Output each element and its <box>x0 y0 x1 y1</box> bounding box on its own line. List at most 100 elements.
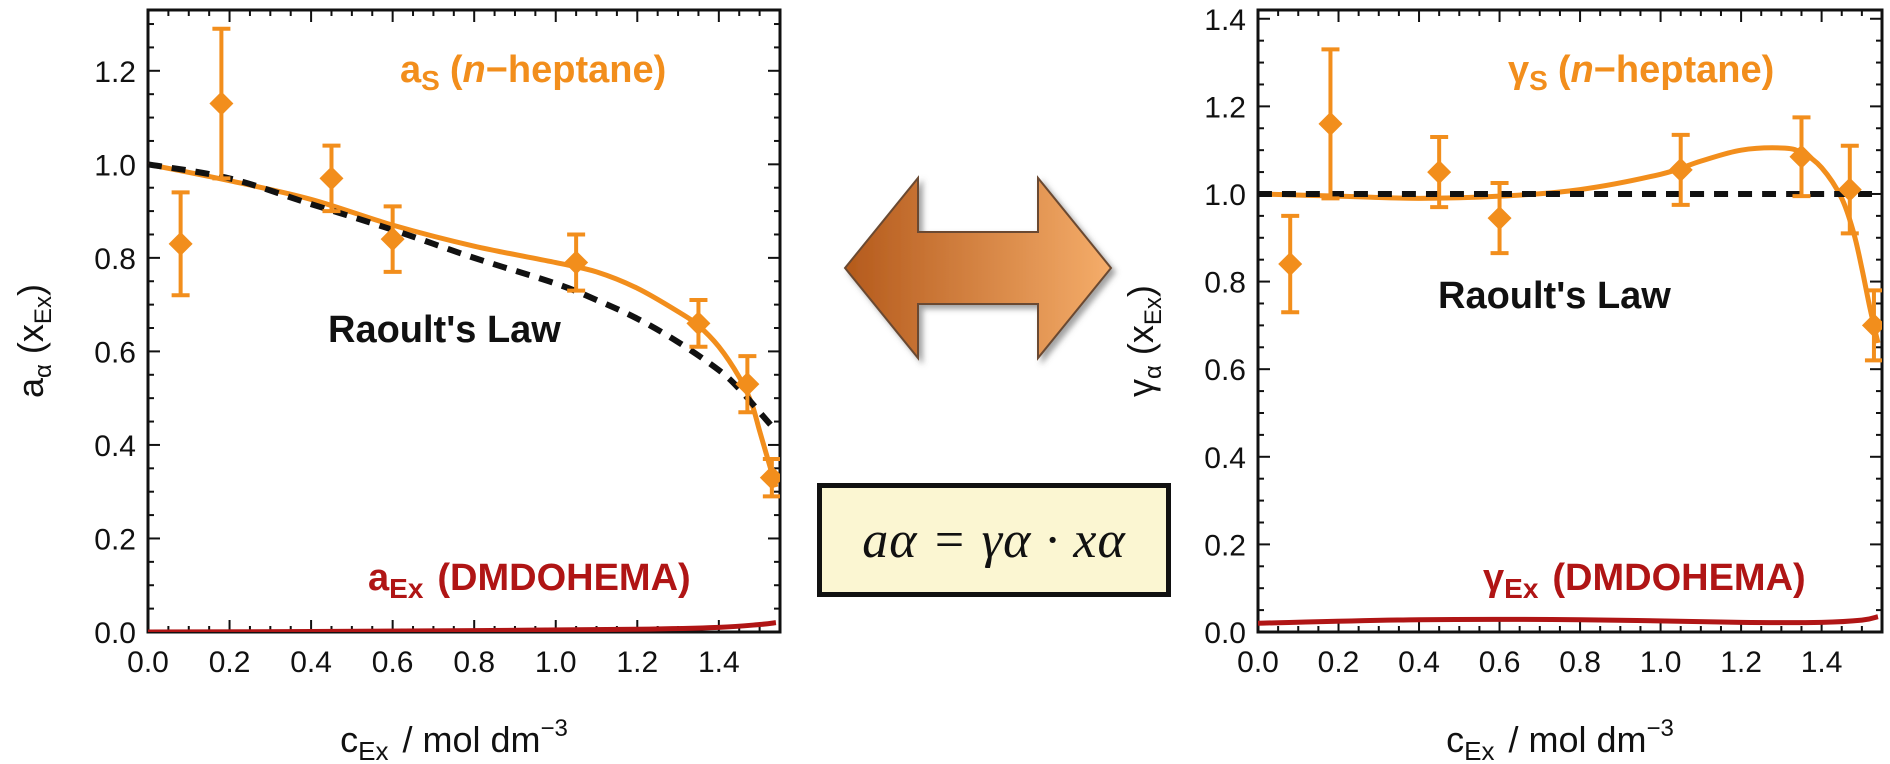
x-tick-label: 0.4 <box>290 646 332 679</box>
data-point-diamond <box>1668 157 1693 182</box>
y-axis-title-main: γ <box>1120 379 1161 397</box>
y-tick-label: 1.0 <box>94 149 136 182</box>
y-tick-label: 0.4 <box>94 430 136 463</box>
y-tick-label: 0.4 <box>1204 442 1246 475</box>
data-point-diamond <box>380 227 405 252</box>
data-point-diamond <box>1487 206 1512 231</box>
y-axis-title-psub: Ex <box>1140 297 1167 325</box>
y-axis-title-close: ) <box>10 284 51 296</box>
chart-panel-1: 0.0 0.2 0.4 0.6 0.8 1.0 1.2 1.4 0.0 0.2 0.4 0.6 0.8 1… <box>10 8 782 764</box>
solvent-label-italic: n <box>1570 49 1593 91</box>
y-tick-label: 1.2 <box>94 56 136 89</box>
y-tick-label: 0.2 <box>1204 529 1246 562</box>
x-tick-label: 1.4 <box>1801 646 1843 679</box>
x-axis-title-sub: Ex <box>1464 736 1494 764</box>
y-tick-label: 0.2 <box>94 523 136 556</box>
solvent-label-rest: −heptane) <box>486 49 667 91</box>
x-axis-title-sup: −3 <box>1647 715 1674 742</box>
extractant-series-label: aEx (DMDOHEMA) <box>368 557 691 604</box>
y-tick-label: 0.6 <box>1204 354 1246 387</box>
y-tick-label: 1.4 <box>1204 4 1246 37</box>
extractant-label-rest: (DMDOHEMA) <box>1552 557 1805 599</box>
x-tick-label: 1.2 <box>1720 646 1762 679</box>
solvent-label-open: ( <box>450 49 463 91</box>
data-point-diamond <box>1427 160 1452 185</box>
y-axis-title: γα (xEx) <box>1120 285 1167 397</box>
y-axis-title-sub: α <box>30 364 57 378</box>
data-point-diamond <box>209 91 234 116</box>
x-axis-title-unit: / mol dm <box>402 719 540 760</box>
x-tick-label: 0.0 <box>1237 646 1279 679</box>
x-axis-title-unit: / mol dm <box>1508 719 1646 760</box>
data-point-diamond <box>1789 144 1814 169</box>
y-tick-label: 1.0 <box>1204 179 1246 212</box>
x-tick-label: 0.6 <box>1479 646 1521 679</box>
chart-panel-2: 0.0 0.2 0.4 0.6 0.8 1.0 1.2 1.4 0.0 0.2 0.4 0.6 0.8 1… <box>1120 4 1884 764</box>
data-point-diamond <box>1837 177 1862 202</box>
x-tick-label: 1.0 <box>1640 646 1682 679</box>
x-tick-label: 1.0 <box>535 646 577 679</box>
y-tick-label: 1.2 <box>1204 91 1246 124</box>
y-axis-title-paren: (x <box>1120 325 1161 355</box>
extractant-label-sub: Ex <box>1504 573 1539 604</box>
raoult-law-line <box>148 161 775 429</box>
x-axis-title-main: c <box>340 719 358 760</box>
x-axis-title-sup: −3 <box>541 715 568 742</box>
data-point-diamond <box>564 250 589 275</box>
solvent-label-main: γ <box>1508 49 1529 91</box>
solvent-series-label: aS (n−heptane) <box>400 49 666 96</box>
x-tick-label: 0.2 <box>209 646 251 679</box>
extractant-label-main: γ <box>1483 557 1504 599</box>
y-tick-label: 0.8 <box>1204 267 1246 300</box>
extractant-label-rest: (DMDOHEMA) <box>437 557 690 599</box>
plot-area <box>148 26 780 632</box>
equation-box: aα = γα · xα <box>817 483 1171 597</box>
y-tick-label: 0.0 <box>1204 617 1246 650</box>
data-point-diamond <box>168 231 193 256</box>
x-tick-label: 0.8 <box>453 646 495 679</box>
data-point-diamond <box>319 166 344 191</box>
solvent-fit-curve <box>1258 145 1881 344</box>
y-tick-label: 0.8 <box>94 243 136 276</box>
x-tick-label: 0.8 <box>1559 646 1601 679</box>
solvent-series-label: γS (n−heptane) <box>1508 49 1774 96</box>
x-axis-title-main: c <box>1446 719 1464 760</box>
solvent-label-main: a <box>400 49 422 91</box>
solvent-label-rest: −heptane) <box>1594 49 1775 91</box>
y-tick-label: 0.0 <box>94 617 136 650</box>
x-tick-label: 0.6 <box>372 646 414 679</box>
x-tick-label: 0.4 <box>1398 646 1440 679</box>
raoult-law-label: Raoult's Law <box>1438 275 1671 317</box>
x-tick-label: 1.2 <box>616 646 658 679</box>
extractant-label-main: a <box>368 557 390 599</box>
raoult-law-label: Raoult's Law <box>328 309 561 351</box>
y-axis-title-paren: (x <box>10 324 51 354</box>
extractant-curve <box>1258 614 1879 626</box>
x-tick-label: 1.4 <box>698 646 740 679</box>
plot-area <box>1258 47 1882 626</box>
y-axis-title-psub: Ex <box>30 296 57 324</box>
x-tick-label: 0.0 <box>127 646 169 679</box>
data-point-diamond <box>1278 252 1303 277</box>
extractant-series-label: γEx (DMDOHEMA) <box>1483 557 1806 604</box>
x-axis-title-sub: Ex <box>358 736 388 764</box>
data-point-diamond <box>1861 313 1882 338</box>
extractant-label-sub: Ex <box>389 573 424 604</box>
solvent-label-sub: S <box>421 65 440 96</box>
y-axis-title: aα (xEx) <box>10 284 57 398</box>
extractant-curve <box>148 620 777 632</box>
double-arrow-icon <box>843 175 1113 361</box>
solvent-label-italic: n <box>462 49 485 91</box>
plot-frame <box>1256 8 1884 634</box>
y-axis-title-sub: α <box>1140 365 1167 379</box>
y-axis-title-main: a <box>10 377 51 398</box>
solvent-label-sub: S <box>1529 65 1548 96</box>
solvent-label-open: ( <box>1558 49 1571 91</box>
data-point-diamond <box>686 311 711 336</box>
data-point-diamond <box>735 372 760 397</box>
y-tick-label: 0.6 <box>94 336 136 369</box>
x-axis-title: cEx / mol dm−3 <box>340 715 568 764</box>
data-point-diamond <box>759 465 780 490</box>
